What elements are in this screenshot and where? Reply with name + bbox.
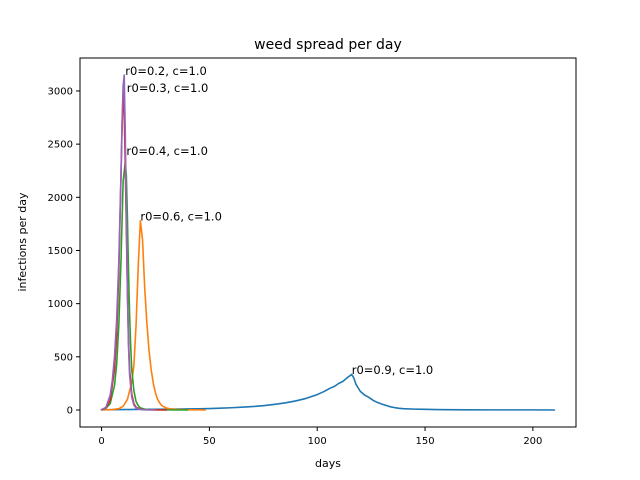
y-tick-label: 0: [67, 405, 73, 416]
x-axis-label: days: [315, 457, 341, 470]
x-axis: 0 50 100 150 200: [98, 427, 542, 447]
series-line-4: [100, 74, 157, 411]
y-tick-label: 500: [54, 352, 73, 363]
y-tick-label: 2500: [48, 140, 73, 151]
series-layer: [100, 74, 556, 411]
series-line-1: [100, 219, 206, 411]
plot-frame: [79, 57, 577, 428]
annotation-layer: r0=0.9, c=1.0 r0=0.6, c=1.0 r0=0.4, c=1.0 r…: [125, 64, 433, 377]
x-tick-label: 100: [308, 436, 327, 447]
y-tick-label: 3000: [48, 86, 73, 97]
y-axis-label: infections per day: [16, 192, 29, 292]
x-tick-label: 50: [203, 436, 216, 447]
series-annotation-2: r0=0.4, c=1.0: [126, 144, 208, 158]
x-tick-label: 200: [523, 436, 542, 447]
series-annotation-0: r0=0.9, c=1.0: [352, 363, 434, 377]
series-line-0: [100, 373, 556, 411]
series-annotation-4: r0=0.2, c=1.0: [125, 64, 207, 78]
y-tick-label: 1000: [48, 299, 73, 310]
y-axis: 0 500 1000 1500 2000 2500 3000: [48, 86, 80, 416]
x-tick-label: 150: [415, 436, 434, 447]
x-tick-label: 0: [98, 436, 104, 447]
y-tick-label: 1500: [48, 246, 73, 257]
series-annotation-1: r0=0.6, c=1.0: [140, 210, 222, 224]
series-annotation-3: r0=0.3, c=1.0: [127, 81, 209, 95]
y-tick-label: 2000: [48, 193, 73, 204]
chart-title: weed spread per day: [254, 37, 402, 53]
